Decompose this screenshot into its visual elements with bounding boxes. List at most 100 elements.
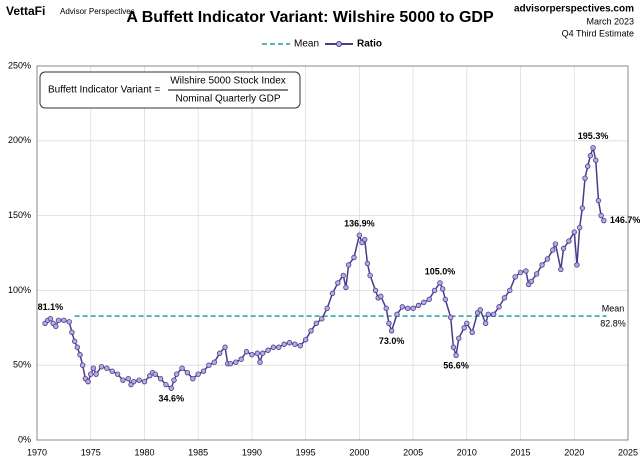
data-point bbox=[85, 378, 91, 385]
data-point bbox=[485, 311, 492, 318]
data-point bbox=[195, 371, 201, 377]
data-point bbox=[421, 299, 427, 306]
data-point bbox=[566, 238, 572, 244]
brand-name: Advisor Perspectives bbox=[60, 7, 135, 16]
data-point bbox=[482, 320, 489, 327]
data-point bbox=[313, 320, 320, 327]
data-point bbox=[528, 278, 534, 285]
data-label: 34.6% bbox=[159, 394, 185, 404]
data-point bbox=[558, 266, 564, 273]
mean-value-label: 82.8% bbox=[600, 319, 626, 329]
data-point bbox=[461, 325, 467, 331]
data-point bbox=[281, 341, 287, 347]
data-label: 73.0% bbox=[379, 336, 405, 346]
data-point bbox=[576, 224, 583, 231]
legend-ratio-marker bbox=[336, 41, 342, 47]
data-point bbox=[74, 344, 80, 350]
data-point bbox=[595, 197, 602, 204]
data-point bbox=[61, 317, 67, 324]
data-point bbox=[104, 365, 110, 371]
data-point bbox=[211, 359, 217, 365]
data-point bbox=[257, 359, 263, 365]
data-point bbox=[356, 232, 363, 238]
data-point bbox=[550, 247, 556, 253]
data-point bbox=[523, 268, 529, 274]
data-point bbox=[448, 314, 454, 321]
data-point bbox=[579, 205, 586, 211]
data-point bbox=[125, 375, 132, 382]
data-point bbox=[582, 175, 588, 181]
data-point bbox=[55, 317, 62, 324]
y-tick-label: 200% bbox=[8, 135, 31, 145]
y-tick-label: 0% bbox=[18, 434, 31, 444]
y-tick-label: 150% bbox=[8, 210, 31, 220]
data-point bbox=[47, 315, 54, 322]
data-point bbox=[442, 296, 449, 303]
x-tick-label: 1970 bbox=[27, 447, 47, 457]
data-point bbox=[560, 245, 567, 252]
x-tick-label: 1980 bbox=[134, 447, 154, 457]
data-point bbox=[343, 284, 349, 291]
data-point bbox=[308, 328, 314, 334]
data-point bbox=[388, 328, 395, 334]
data-point bbox=[383, 305, 389, 312]
data-point bbox=[517, 269, 524, 276]
data-point bbox=[173, 371, 180, 377]
data-point bbox=[71, 338, 78, 344]
data-point bbox=[270, 344, 277, 350]
data-point bbox=[243, 349, 250, 355]
legend-ratio-label: Ratio bbox=[357, 39, 382, 50]
legend-mean-label: Mean bbox=[294, 39, 319, 50]
data-point bbox=[477, 307, 483, 313]
data-point bbox=[345, 262, 352, 268]
data-label: 195.3% bbox=[578, 131, 609, 141]
data-point bbox=[265, 347, 271, 353]
data-point bbox=[378, 293, 384, 300]
source-estimate: Q4 Third Estimate bbox=[562, 28, 634, 38]
data-point bbox=[593, 157, 599, 163]
x-tick-label: 2005 bbox=[403, 447, 423, 457]
data-point bbox=[238, 356, 244, 362]
chart-title: A Buffett Indicator Variant: Wilshire 50… bbox=[126, 9, 494, 26]
data-point bbox=[152, 371, 158, 377]
data-point bbox=[410, 305, 416, 312]
data-label: 136.9% bbox=[344, 219, 375, 229]
data-point bbox=[539, 262, 545, 268]
data-point bbox=[590, 145, 596, 151]
data-point bbox=[319, 316, 325, 322]
data-point bbox=[276, 344, 282, 350]
x-tick-label: 1990 bbox=[242, 447, 262, 457]
data-point bbox=[335, 280, 341, 286]
data-point bbox=[351, 254, 357, 261]
data-point bbox=[496, 304, 502, 310]
data-point bbox=[585, 163, 591, 169]
data-point bbox=[136, 377, 142, 383]
formula-numerator: Wilshire 5000 Stock Index bbox=[170, 76, 286, 87]
data-label: 146.7% bbox=[610, 215, 640, 225]
data-point bbox=[114, 371, 121, 377]
data-point bbox=[324, 305, 330, 312]
y-tick-label: 100% bbox=[8, 285, 31, 295]
data-point bbox=[249, 352, 255, 358]
data-point bbox=[415, 302, 422, 309]
legend: Mean Ratio bbox=[262, 39, 382, 50]
data-point bbox=[141, 378, 148, 385]
data-point bbox=[490, 311, 497, 318]
x-tick-label: 1995 bbox=[296, 447, 316, 457]
data-point bbox=[79, 362, 86, 368]
data-point bbox=[340, 272, 346, 279]
plot-area: 0% 50% 100% 150% 200% 250% 1970 1975 1980 1985 199… bbox=[8, 60, 640, 457]
data-point bbox=[469, 329, 475, 335]
data-point bbox=[329, 290, 336, 297]
source-site: advisorperspectives.com bbox=[514, 4, 634, 15]
formula-denominator: Nominal Quarterly GDP bbox=[175, 94, 280, 105]
data-point bbox=[88, 371, 94, 377]
data-point bbox=[93, 371, 99, 377]
data-point bbox=[179, 365, 185, 371]
data-point bbox=[66, 319, 72, 325]
data-point bbox=[426, 296, 432, 303]
formula-lhs: Buffett Indicator Variant = bbox=[48, 85, 160, 96]
x-tick-label: 2025 bbox=[618, 447, 638, 457]
data-point bbox=[109, 368, 115, 374]
